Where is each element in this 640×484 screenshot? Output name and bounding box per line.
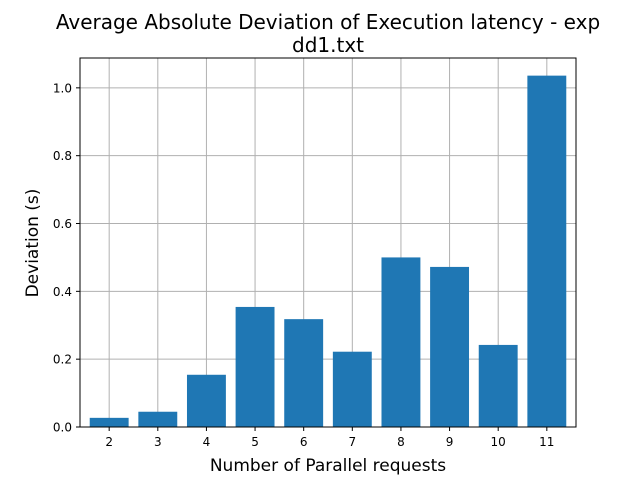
x-tick-label: 9: [446, 435, 454, 449]
y-tick-label: 0.0: [53, 421, 72, 435]
bar-11: [527, 75, 567, 427]
y-tick-label: 1.0: [53, 81, 72, 95]
x-tick-label: 6: [300, 435, 308, 449]
x-tick-label: 4: [203, 435, 211, 449]
x-tick-label: 11: [539, 435, 554, 449]
bar-2: [89, 417, 129, 427]
bar-7: [332, 351, 372, 427]
bar-6: [284, 319, 324, 427]
bars: [89, 75, 567, 427]
y-tick-label: 0.6: [53, 217, 72, 231]
chart-title-line1: Average Absolute Deviation of Execution …: [56, 10, 600, 34]
x-tick-label: 2: [105, 435, 113, 449]
bar-4: [186, 374, 226, 427]
x-tick-label: 8: [397, 435, 405, 449]
x-axis-label: Number of Parallel requests: [210, 456, 446, 476]
x-tick-label: 3: [154, 435, 162, 449]
x-tick-label: 7: [348, 435, 356, 449]
chart-title-line2: dd1.txt: [292, 33, 364, 57]
y-axis-label: Deviation (s): [23, 189, 43, 298]
bar-8: [381, 257, 421, 427]
x-tick-label: 10: [491, 435, 506, 449]
y-tick-label: 0.2: [53, 353, 72, 367]
bar-3: [138, 411, 178, 427]
plot-frame: [79, 57, 577, 428]
axes: 2 3 4 5 6 7 8 9 10 11 0.0 0.2 0.4 0.6 0.8 1.0: [53, 57, 577, 449]
y-tick-label: 0.4: [53, 285, 72, 299]
bar-10: [478, 344, 518, 427]
x-tick-label: 5: [251, 435, 259, 449]
bar-5: [235, 306, 275, 427]
bar-9: [430, 266, 470, 427]
y-tick-label: 0.8: [53, 149, 72, 163]
